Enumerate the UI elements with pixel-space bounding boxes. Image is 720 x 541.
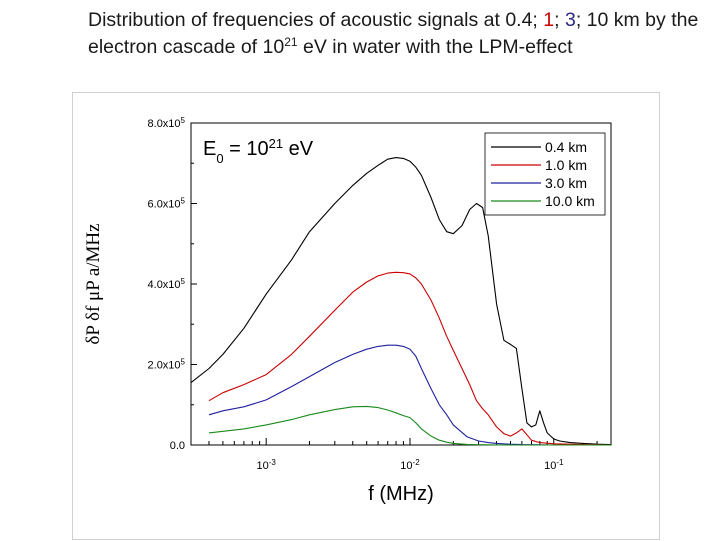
x-axis-label: f (MHz)	[368, 483, 434, 505]
x-tick-label: 10-1	[544, 458, 564, 473]
y-tick-label: 6.0x105	[148, 196, 186, 211]
distance-3: 3	[564, 9, 576, 31]
y-tick-label-exponent: 5	[181, 357, 186, 366]
series-line-1-0-km	[208, 271, 612, 446]
series-line-0-4-km	[190, 157, 612, 446]
legend-label: 10.0 km	[545, 193, 595, 209]
x-tick-label-exponent: -3	[269, 458, 277, 467]
legend-label: 1.0 km	[545, 157, 587, 173]
y-axis-label: δP δf μP a/MHz	[83, 223, 104, 344]
series-line-10-0-km	[208, 405, 611, 446]
x-tick-label: 10-3	[257, 458, 277, 473]
y-tick-label: 2.0x105	[148, 357, 186, 372]
x-tick-label-exponent: -1	[556, 458, 564, 467]
legend-label: 0.4 km	[545, 139, 587, 155]
y-tick-label-exponent: 5	[181, 196, 186, 205]
x-tick-label-exponent: -2	[413, 458, 421, 467]
series-line-3-0-km	[208, 344, 611, 446]
y-tick-label: 4.0x105	[148, 277, 186, 292]
energy-annotation: E0 = 1021 eV	[203, 136, 314, 166]
distance-2: 1	[543, 9, 555, 31]
y-tick-label: 0.0	[170, 440, 185, 452]
x-tick-label: 10-2	[400, 458, 420, 473]
legend-label: 3.0 km	[545, 175, 587, 191]
y-tick-label-exponent: 5	[181, 277, 186, 286]
title-exponent: 21	[284, 35, 298, 49]
chart-panel: 0.0 2.0x105 4.0x105 6.0x105 8.0x105 10-3 10-2 1…	[72, 92, 660, 540]
y-tick-label-exponent: 5	[181, 116, 186, 125]
slide-title: Distribution of frequencies of acoustic …	[88, 9, 699, 58]
y-tick-label: 8.0x105	[148, 116, 186, 131]
frequency-spectrum-chart: 0.0 2.0x105 4.0x105 6.0x105 8.0x105 10-3 10-2 1…	[83, 116, 612, 505]
distance-1: 0.4	[505, 9, 533, 31]
